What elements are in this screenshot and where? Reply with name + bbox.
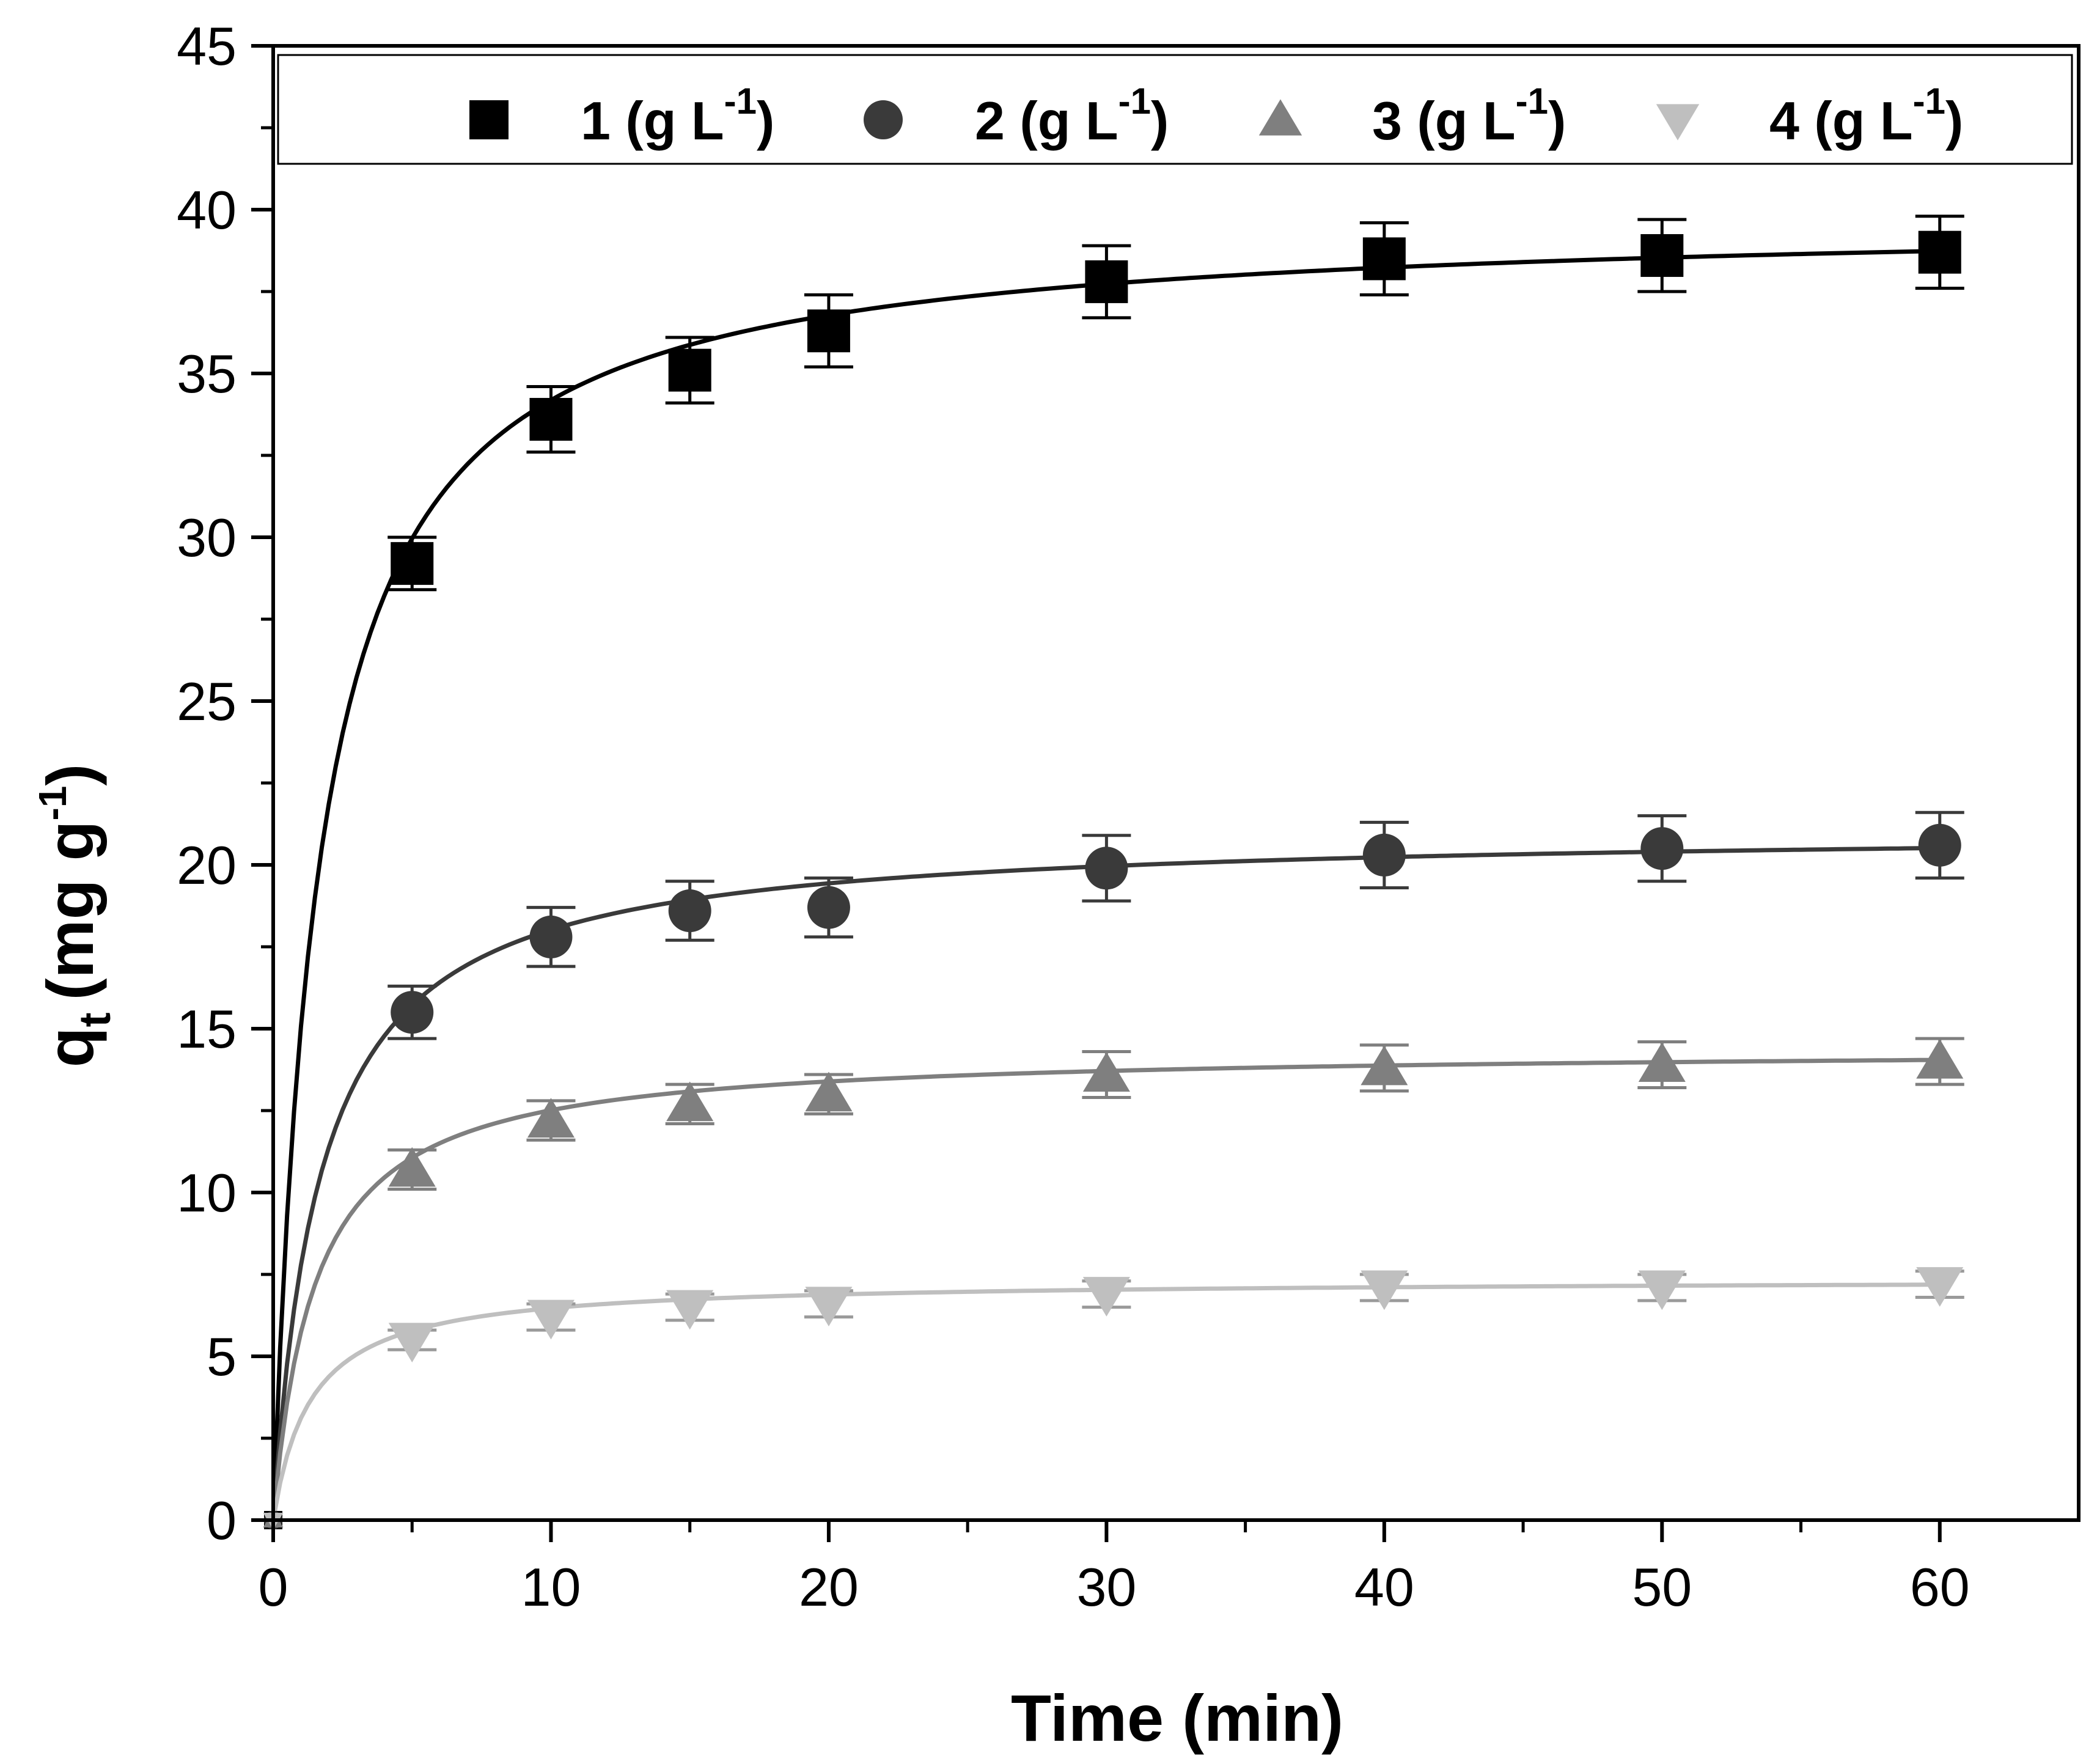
data-point-series-4 xyxy=(666,1290,714,1330)
data-point-series-4 xyxy=(388,1323,436,1362)
data-point-series-4 xyxy=(1916,1267,1964,1307)
y-tick-label: 25 xyxy=(177,671,237,732)
data-point-series-2 xyxy=(1362,833,1406,876)
legend-label-4: 4 (g L-1) xyxy=(1769,81,1963,151)
y-tick-label: 45 xyxy=(177,16,237,76)
y-tick-label: 40 xyxy=(177,180,237,240)
data-point-series-2 xyxy=(668,889,711,933)
data-point-series-1 xyxy=(668,348,711,392)
x-tick-label: 40 xyxy=(1354,1557,1414,1617)
x-tick-label: 10 xyxy=(521,1557,581,1617)
data-point-series-1 xyxy=(1640,234,1684,277)
data-point-series-2 xyxy=(807,886,850,929)
data-point-series-2 xyxy=(1085,847,1128,890)
data-point-series-4 xyxy=(1082,1277,1130,1317)
legend-label-1: 1 (g L-1) xyxy=(581,81,774,151)
y-tick-label: 5 xyxy=(207,1326,237,1387)
data-markers xyxy=(263,230,1964,1530)
legend: 1 (g L-1) 2 (g L-1) 3 (g L-1) 4 (g L-1) xyxy=(277,54,2073,165)
data-point-series-2 xyxy=(529,915,573,958)
x-axis-title: Time (min) xyxy=(1011,1681,1343,1755)
data-point-series-3 xyxy=(1916,1038,1964,1079)
data-point-series-3 xyxy=(1638,1042,1686,1082)
data-point-series-2 xyxy=(391,991,434,1034)
data-point-series-1 xyxy=(1362,237,1406,281)
x-tick-label: 0 xyxy=(259,1557,288,1617)
axes: 0 10 20 30 40 50 60 0 5 10 15 20 25 30 35 40 45 xyxy=(177,16,2080,1617)
data-point-series-3 xyxy=(666,1081,714,1122)
data-point-series-4 xyxy=(805,1287,853,1326)
x-tick-label: 60 xyxy=(1910,1557,1970,1617)
data-point-series-4 xyxy=(527,1299,575,1340)
y-axis-title: qt(mg g-1) xyxy=(31,764,120,1068)
data-point-series-3 xyxy=(1082,1052,1130,1092)
data-point-series-3 xyxy=(527,1098,575,1138)
legend-label-2: 2 (g L-1) xyxy=(975,81,1169,151)
y-tick-label: 20 xyxy=(177,835,237,895)
legend-marker-1 xyxy=(469,100,509,139)
data-point-series-2 xyxy=(1918,823,1961,867)
x-tick-label: 50 xyxy=(1632,1557,1692,1617)
legend-marker-2 xyxy=(864,100,903,139)
y-tick-label: 15 xyxy=(177,999,237,1059)
legend-label-3: 3 (g L-1) xyxy=(1372,81,1566,151)
data-point-series-4 xyxy=(1361,1270,1408,1310)
legend-marker-3 xyxy=(1258,99,1302,136)
legend-box xyxy=(277,54,2073,165)
data-point-series-1 xyxy=(391,542,434,585)
y-tick-label: 30 xyxy=(177,507,237,568)
y-tick-label: 35 xyxy=(177,344,237,404)
data-point-series-3 xyxy=(1361,1045,1408,1086)
data-point-series-1 xyxy=(1085,260,1128,303)
data-point-series-2 xyxy=(1640,827,1684,870)
legend-marker-4 xyxy=(1656,104,1700,141)
data-point-series-3 xyxy=(805,1071,853,1112)
data-point-series-1 xyxy=(807,309,850,353)
data-point-series-3 xyxy=(388,1147,436,1187)
data-point-series-4 xyxy=(1638,1270,1686,1310)
y-tick-label: 0 xyxy=(207,1490,237,1551)
x-tick-label: 20 xyxy=(799,1557,859,1617)
data-point-series-1 xyxy=(1918,230,1961,274)
y-tick-label: 10 xyxy=(177,1163,237,1223)
x-tick-label: 30 xyxy=(1076,1557,1136,1617)
data-point-series-1 xyxy=(529,398,573,441)
